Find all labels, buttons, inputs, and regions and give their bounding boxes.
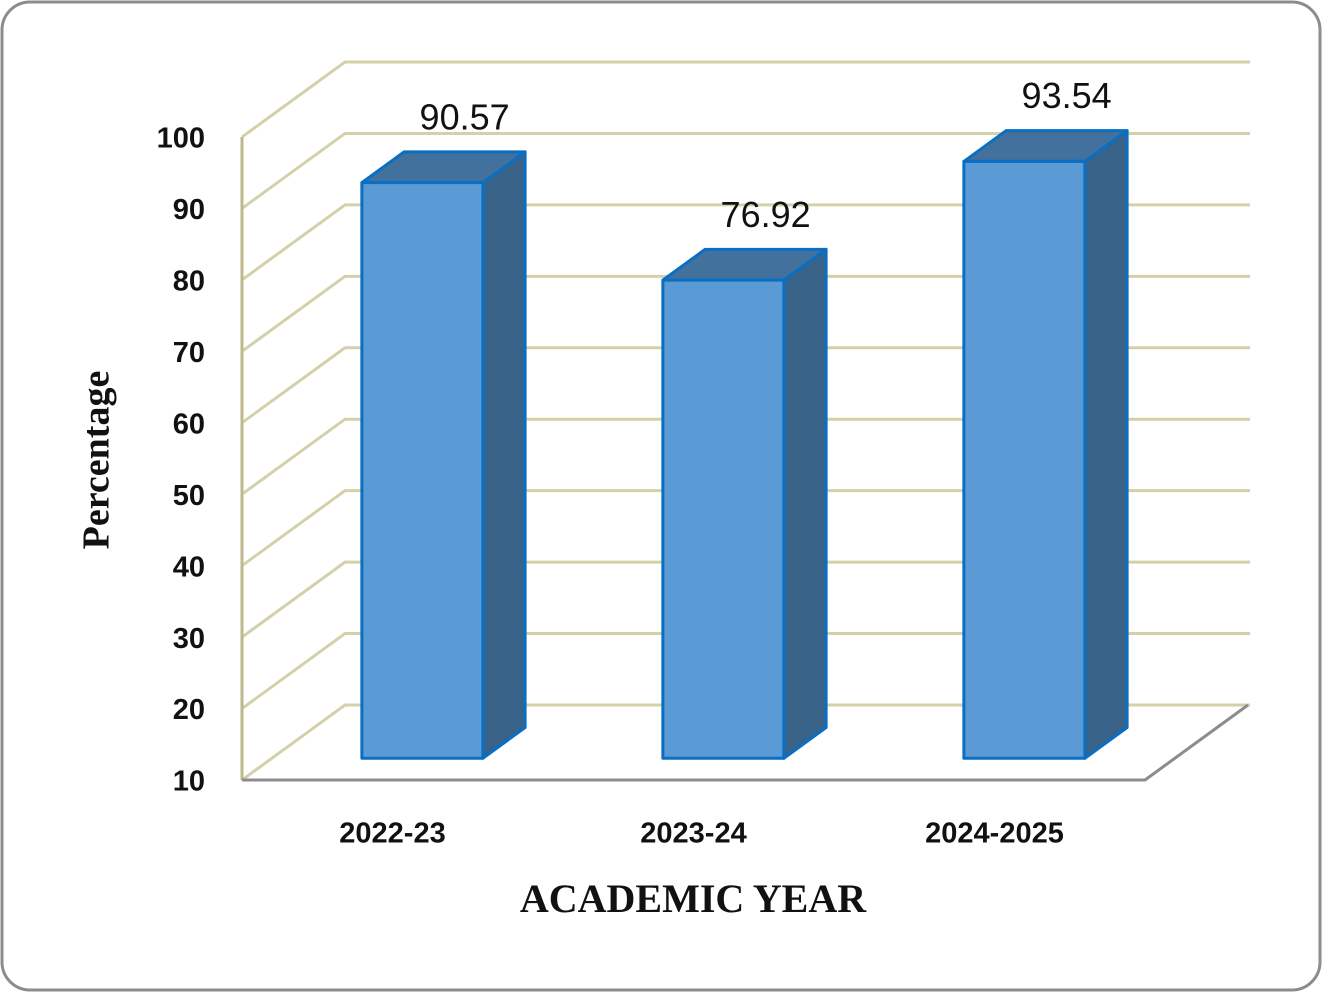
grid-line — [241, 346, 1250, 424]
bar — [661, 278, 786, 760]
y-tick-label: 20 — [173, 694, 205, 726]
floor-edge — [242, 703, 1249, 782]
grid-line — [241, 632, 1250, 710]
grid-line — [241, 489, 1250, 567]
bar — [962, 159, 1087, 760]
y-tick-label: 60 — [173, 408, 205, 440]
x-axis-title: ACADEMIC YEAR — [520, 876, 867, 921]
y-tick-label: 50 — [173, 480, 205, 512]
y-tick-label: 10 — [173, 766, 205, 798]
y-tick-label: 100 — [157, 123, 205, 155]
y-tick-label: 30 — [173, 623, 205, 655]
y-tick-label: 90 — [173, 194, 205, 226]
x-tick-label: 2024-2025 — [925, 818, 1064, 850]
y-tick-label: 80 — [173, 266, 205, 298]
bar — [360, 181, 485, 760]
y-tick-label: 40 — [173, 551, 205, 583]
bar-side — [481, 150, 527, 760]
grid-line — [241, 703, 1250, 782]
value-label: 93.54 — [1022, 75, 1112, 116]
grid-line — [241, 560, 1250, 639]
x-tick-label: 2023-24 — [640, 818, 746, 850]
bar-side — [782, 247, 828, 760]
y-axis-title: Percentage — [76, 371, 118, 550]
value-label: 76.92 — [721, 194, 811, 235]
grid-line — [241, 60, 1250, 139]
grid-line — [241, 203, 1250, 282]
value-label: 90.57 — [420, 96, 510, 137]
grid-line — [241, 131, 1250, 210]
x-tick-label: 2022-23 — [339, 818, 445, 850]
grid-line — [241, 417, 1250, 496]
y-tick-label: 70 — [173, 337, 205, 369]
grid-line — [241, 274, 1250, 353]
bar-side — [1083, 129, 1129, 760]
